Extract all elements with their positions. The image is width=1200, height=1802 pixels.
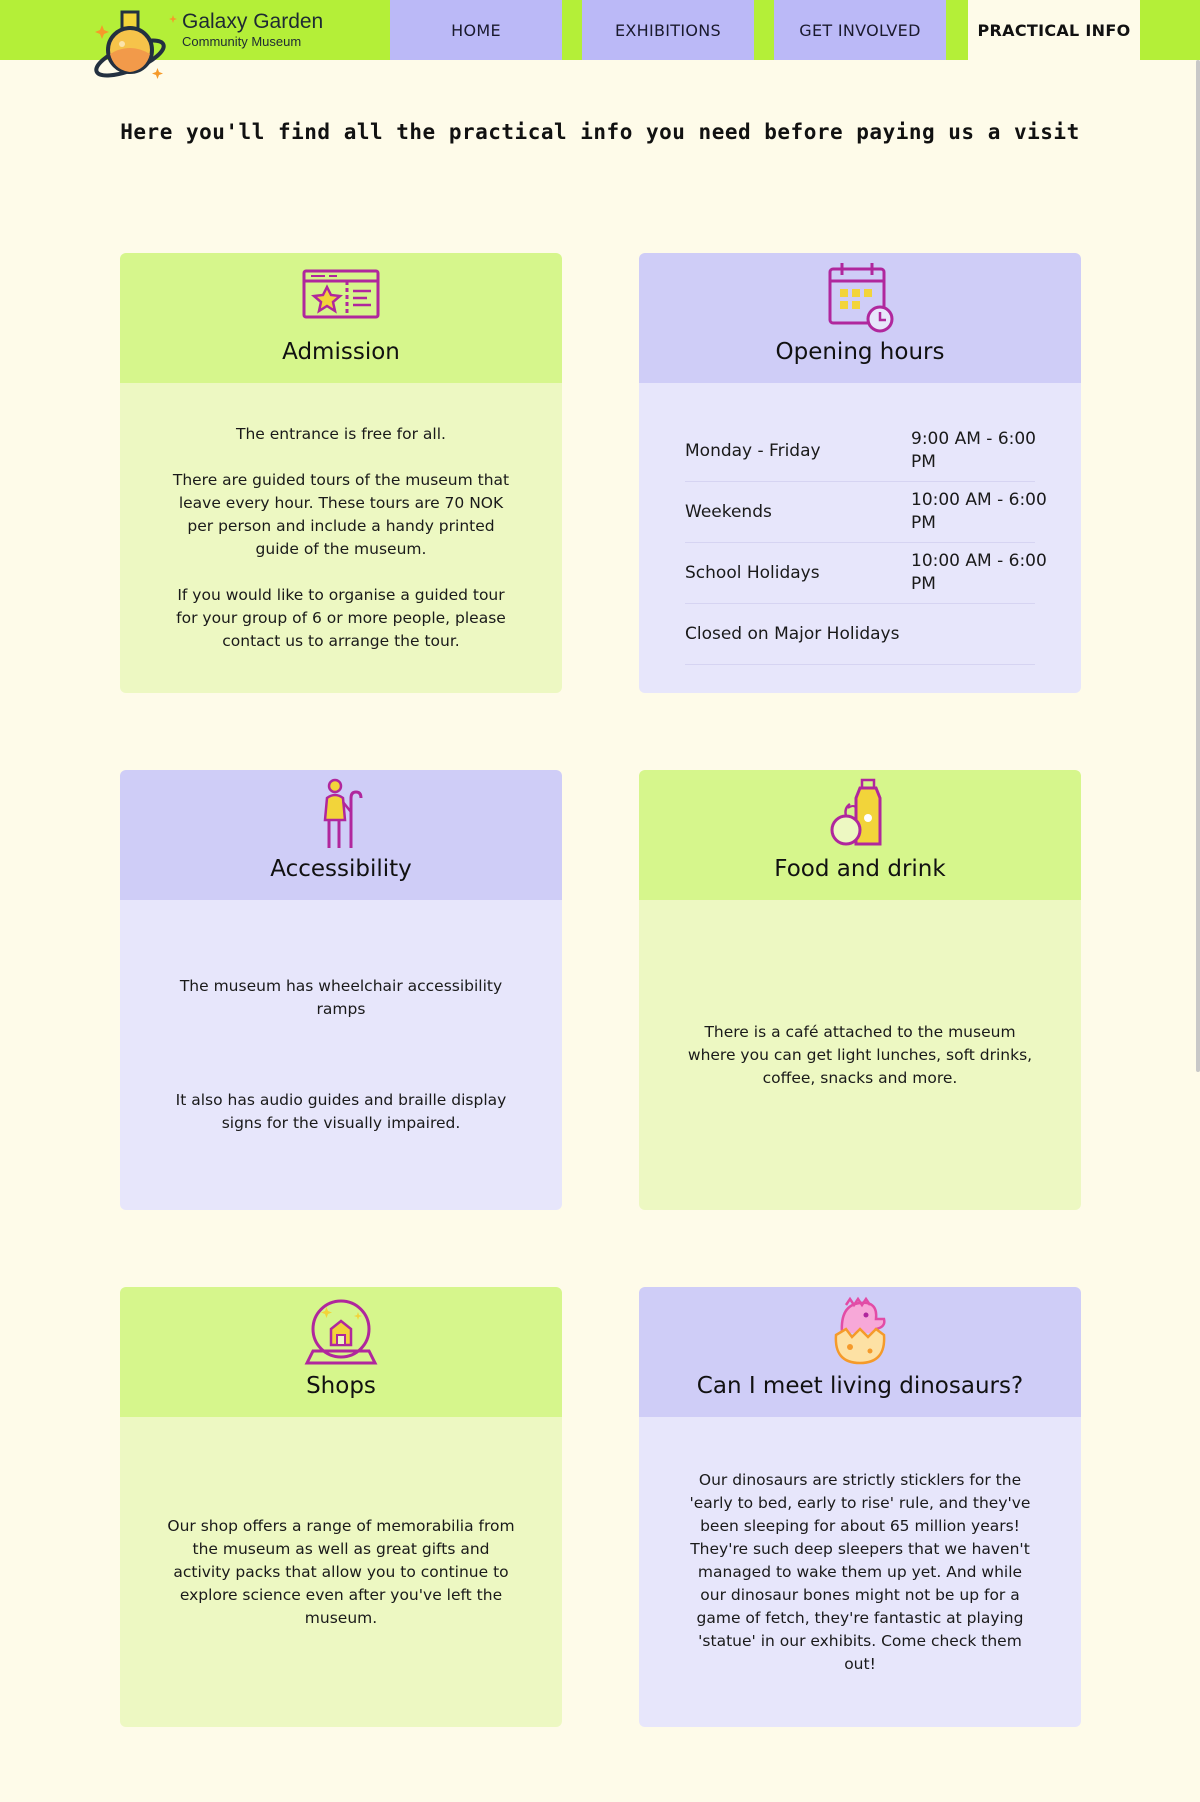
admission-card-header: Admission (120, 253, 562, 383)
hours-row: School Holidays 10:00 AM - 6:00 PM (685, 543, 1047, 604)
brand-subtitle: Community Museum (182, 34, 302, 49)
accessibility-card: Accessibility The museum has wheelchair … (120, 770, 562, 1210)
admission-text-groups: If you would like to organise a guided t… (176, 586, 506, 650)
hours-row: Weekends 10:00 AM - 6:00 PM (685, 482, 1047, 543)
dinosaurs-body: Our dinosaurs are strictly sticklers for… (639, 1417, 1081, 1727)
accessibility-title: Accessibility (270, 856, 412, 882)
hours-day: Weekends (685, 501, 772, 522)
dinosaur-egg-icon (834, 1296, 886, 1365)
opening-hours-card: Opening hours Monday - Friday 9:00 AM - … (639, 253, 1081, 693)
opening-hours-body: Monday - Friday 9:00 AM - 6:00 PM Weeken… (639, 383, 1081, 693)
food-drink-icon (830, 778, 882, 846)
brand-title: Galaxy Garden (182, 10, 324, 33)
hours-time: 10:00 AM - 6:00 PM (911, 551, 1047, 594)
planet-flask-icon[interactable] (88, 8, 178, 82)
shops-card-header: Shops (120, 1287, 562, 1417)
brand[interactable]: Galaxy Garden Community Museum (182, 10, 323, 49)
admission-title: Admission (282, 339, 400, 365)
ticket-icon (302, 269, 380, 319)
nav-home[interactable]: HOME (390, 0, 562, 60)
hours-time: 9:00 AM - 6:00 PM (911, 429, 1036, 472)
food-drink-title: Food and drink (774, 856, 946, 882)
opening-hours-card-header: Opening hours (639, 253, 1081, 383)
food-drink-text: There is a café attached to the museum w… (687, 1022, 1033, 1087)
accessibility-body: The museum has wheelchair accessibility … (120, 900, 562, 1210)
nav-exhibitions[interactable]: EXHIBITIONS (582, 0, 754, 60)
shops-body: Our shop offers a range of memorabilia f… (120, 1417, 562, 1727)
nav-get-involved[interactable]: GET INVOLVED (774, 0, 946, 60)
elderly-person-icon (323, 778, 363, 848)
shops-title: Shops (306, 1373, 376, 1399)
hours-day: School Holidays (685, 562, 820, 583)
hours-day: Closed on Major Holidays (685, 623, 900, 644)
admission-card: Admission The entrance is free for all. … (120, 253, 562, 693)
dinosaurs-text: Our dinosaurs are strictly sticklers for… (689, 1470, 1031, 1673)
calendar-clock-icon (828, 263, 894, 333)
admission-body: The entrance is free for all. There are … (120, 383, 562, 693)
shops-text: Our shop offers a range of memorabilia f… (167, 1516, 515, 1627)
scrollbar-thumb[interactable] (1196, 60, 1200, 1072)
snow-globe-icon (304, 1299, 378, 1365)
food-drink-body: There is a café attached to the museum w… (639, 900, 1081, 1210)
hours-row: Closed on Major Holidays (685, 604, 1035, 665)
food-drink-card-header: Food and drink (639, 770, 1081, 900)
nav-practical-info[interactable]: PRACTICAL INFO (968, 0, 1140, 60)
shops-card: Shops Our shop offers a range of memorab… (120, 1287, 562, 1727)
admission-text-tours: There are guided tours of the museum tha… (172, 471, 510, 558)
opening-hours-title: Opening hours (775, 339, 945, 365)
dinosaurs-card: Can I meet living dinosaurs? Our dinosau… (639, 1287, 1081, 1727)
dinosaurs-card-header: Can I meet living dinosaurs? (639, 1287, 1081, 1417)
accessibility-text-ramps: The museum has wheelchair accessibility … (179, 977, 503, 1018)
accessibility-card-header: Accessibility (120, 770, 562, 900)
page-intro: Here you'll find all the practical info … (120, 120, 1080, 144)
hours-row: Monday - Friday 9:00 AM - 6:00 PM (685, 421, 1036, 482)
admission-text-free: The entrance is free for all. (236, 425, 446, 443)
dinosaurs-title: Can I meet living dinosaurs? (696, 1373, 1024, 1399)
accessibility-text-guides: It also has audio guides and braille dis… (175, 1091, 507, 1132)
food-drink-card: Food and drink There is a café attached … (639, 770, 1081, 1210)
hours-time: 10:00 AM - 6:00 PM (911, 490, 1047, 533)
hours-day: Monday - Friday (685, 440, 821, 461)
